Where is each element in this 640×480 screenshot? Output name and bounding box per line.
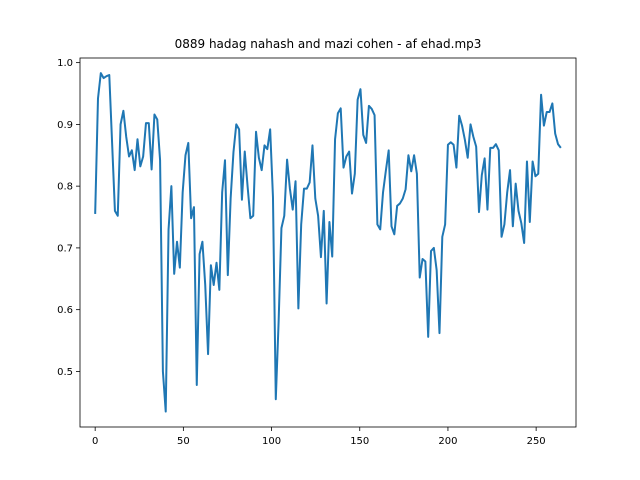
x-tick-label: 0 [92,436,98,447]
plot-area [94,72,562,413]
y-tick-label: 0.9 [57,120,73,131]
y-tick-label: 0.5 [57,367,73,378]
y-tick-label: 1.0 [57,58,73,69]
x-tick-label: 100 [262,436,281,447]
chart-title: 0889 hadag nahash and mazi cohen - af eh… [175,37,482,51]
x-tick-label: 250 [527,436,546,447]
series-line [94,72,562,413]
y-axis: 0.5 0.6 0.7 0.8 0.9 1.0 [57,58,80,378]
x-tick-label: 50 [177,436,190,447]
y-tick-label: 0.8 [57,182,73,193]
y-tick-label: 0.7 [57,243,73,254]
y-tick-label: 0.6 [57,305,73,316]
x-tick-label: 200 [438,436,457,447]
x-axis: 0 50 100 150 200 250 [92,427,546,447]
axes-frame [79,57,577,428]
x-tick-label: 150 [350,436,369,447]
